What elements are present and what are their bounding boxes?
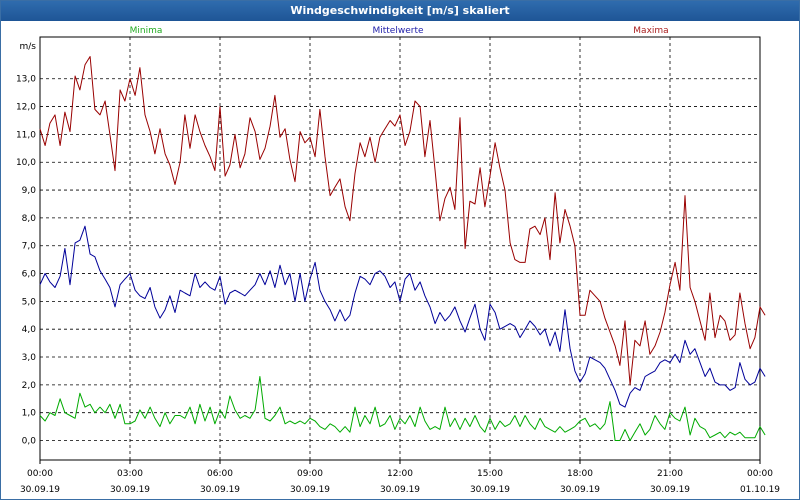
y-tick-label: 3,0	[22, 353, 37, 363]
x-tick-date: 30.09.19	[470, 485, 510, 495]
y-tick-label: 0,0	[22, 437, 37, 447]
series-line-maxima	[39, 56, 766, 386]
y-tick-label: 10,0	[16, 158, 36, 168]
x-tick-date: 30.09.19	[20, 485, 60, 495]
legend-maxima: Maxima	[633, 26, 668, 36]
y-tick-label: 6,0	[22, 270, 37, 280]
wind-speed-chart: 0,0 1,0 2,0 3,0 4,0 5,0 6,0 7,0 8,0 9,0 10,0 11,0 12…	[16, 26, 780, 495]
y-tick-label: 5,0	[22, 297, 37, 307]
y-axis-label: m/s	[20, 42, 37, 52]
y-tick-label: 4,0	[22, 325, 37, 335]
x-tick-time: 00:00	[747, 469, 773, 479]
legend-minima: Minima	[130, 26, 163, 36]
y-tick-label: 8,0	[22, 214, 37, 224]
series-line-mittelwerte	[39, 225, 766, 408]
x-tick-time: 15:00	[477, 469, 503, 479]
x-tick-date: 30.09.19	[380, 485, 420, 495]
x-tick-date: 30.09.19	[290, 485, 330, 495]
y-tick-label: 2,0	[22, 381, 37, 391]
legend-mittelwerte: Mittelwerte	[372, 26, 423, 36]
y-tick-label: 9,0	[22, 186, 37, 196]
x-tick-time: 06:00	[207, 469, 233, 479]
x-tick-time: 18:00	[567, 469, 593, 479]
series-line-minima	[39, 376, 766, 441]
y-tick-label: 11,0	[16, 130, 36, 140]
chart-title: Windgeschwindigkeit [m/s] skaliert	[1, 1, 799, 21]
x-tick-time: 21:00	[657, 469, 683, 479]
x-tick-date: 30.09.19	[560, 485, 600, 495]
x-tick-time: 09:00	[297, 469, 323, 479]
y-tick-label: 13,0	[16, 75, 36, 85]
x-tick-date: 30.09.19	[110, 485, 150, 495]
x-tick-date: 30.09.19	[650, 485, 690, 495]
x-tick-time: 12:00	[387, 469, 413, 479]
x-tick-date: 01.10.19	[740, 485, 780, 495]
y-tick-label: 1,0	[22, 409, 37, 419]
x-tick-date: 30.09.19	[200, 485, 240, 495]
y-tick-label: 12,0	[16, 103, 36, 113]
x-tick-time: 03:00	[117, 469, 143, 479]
y-tick-label: 7,0	[22, 242, 37, 252]
x-tick-time: 00:00	[27, 469, 53, 479]
